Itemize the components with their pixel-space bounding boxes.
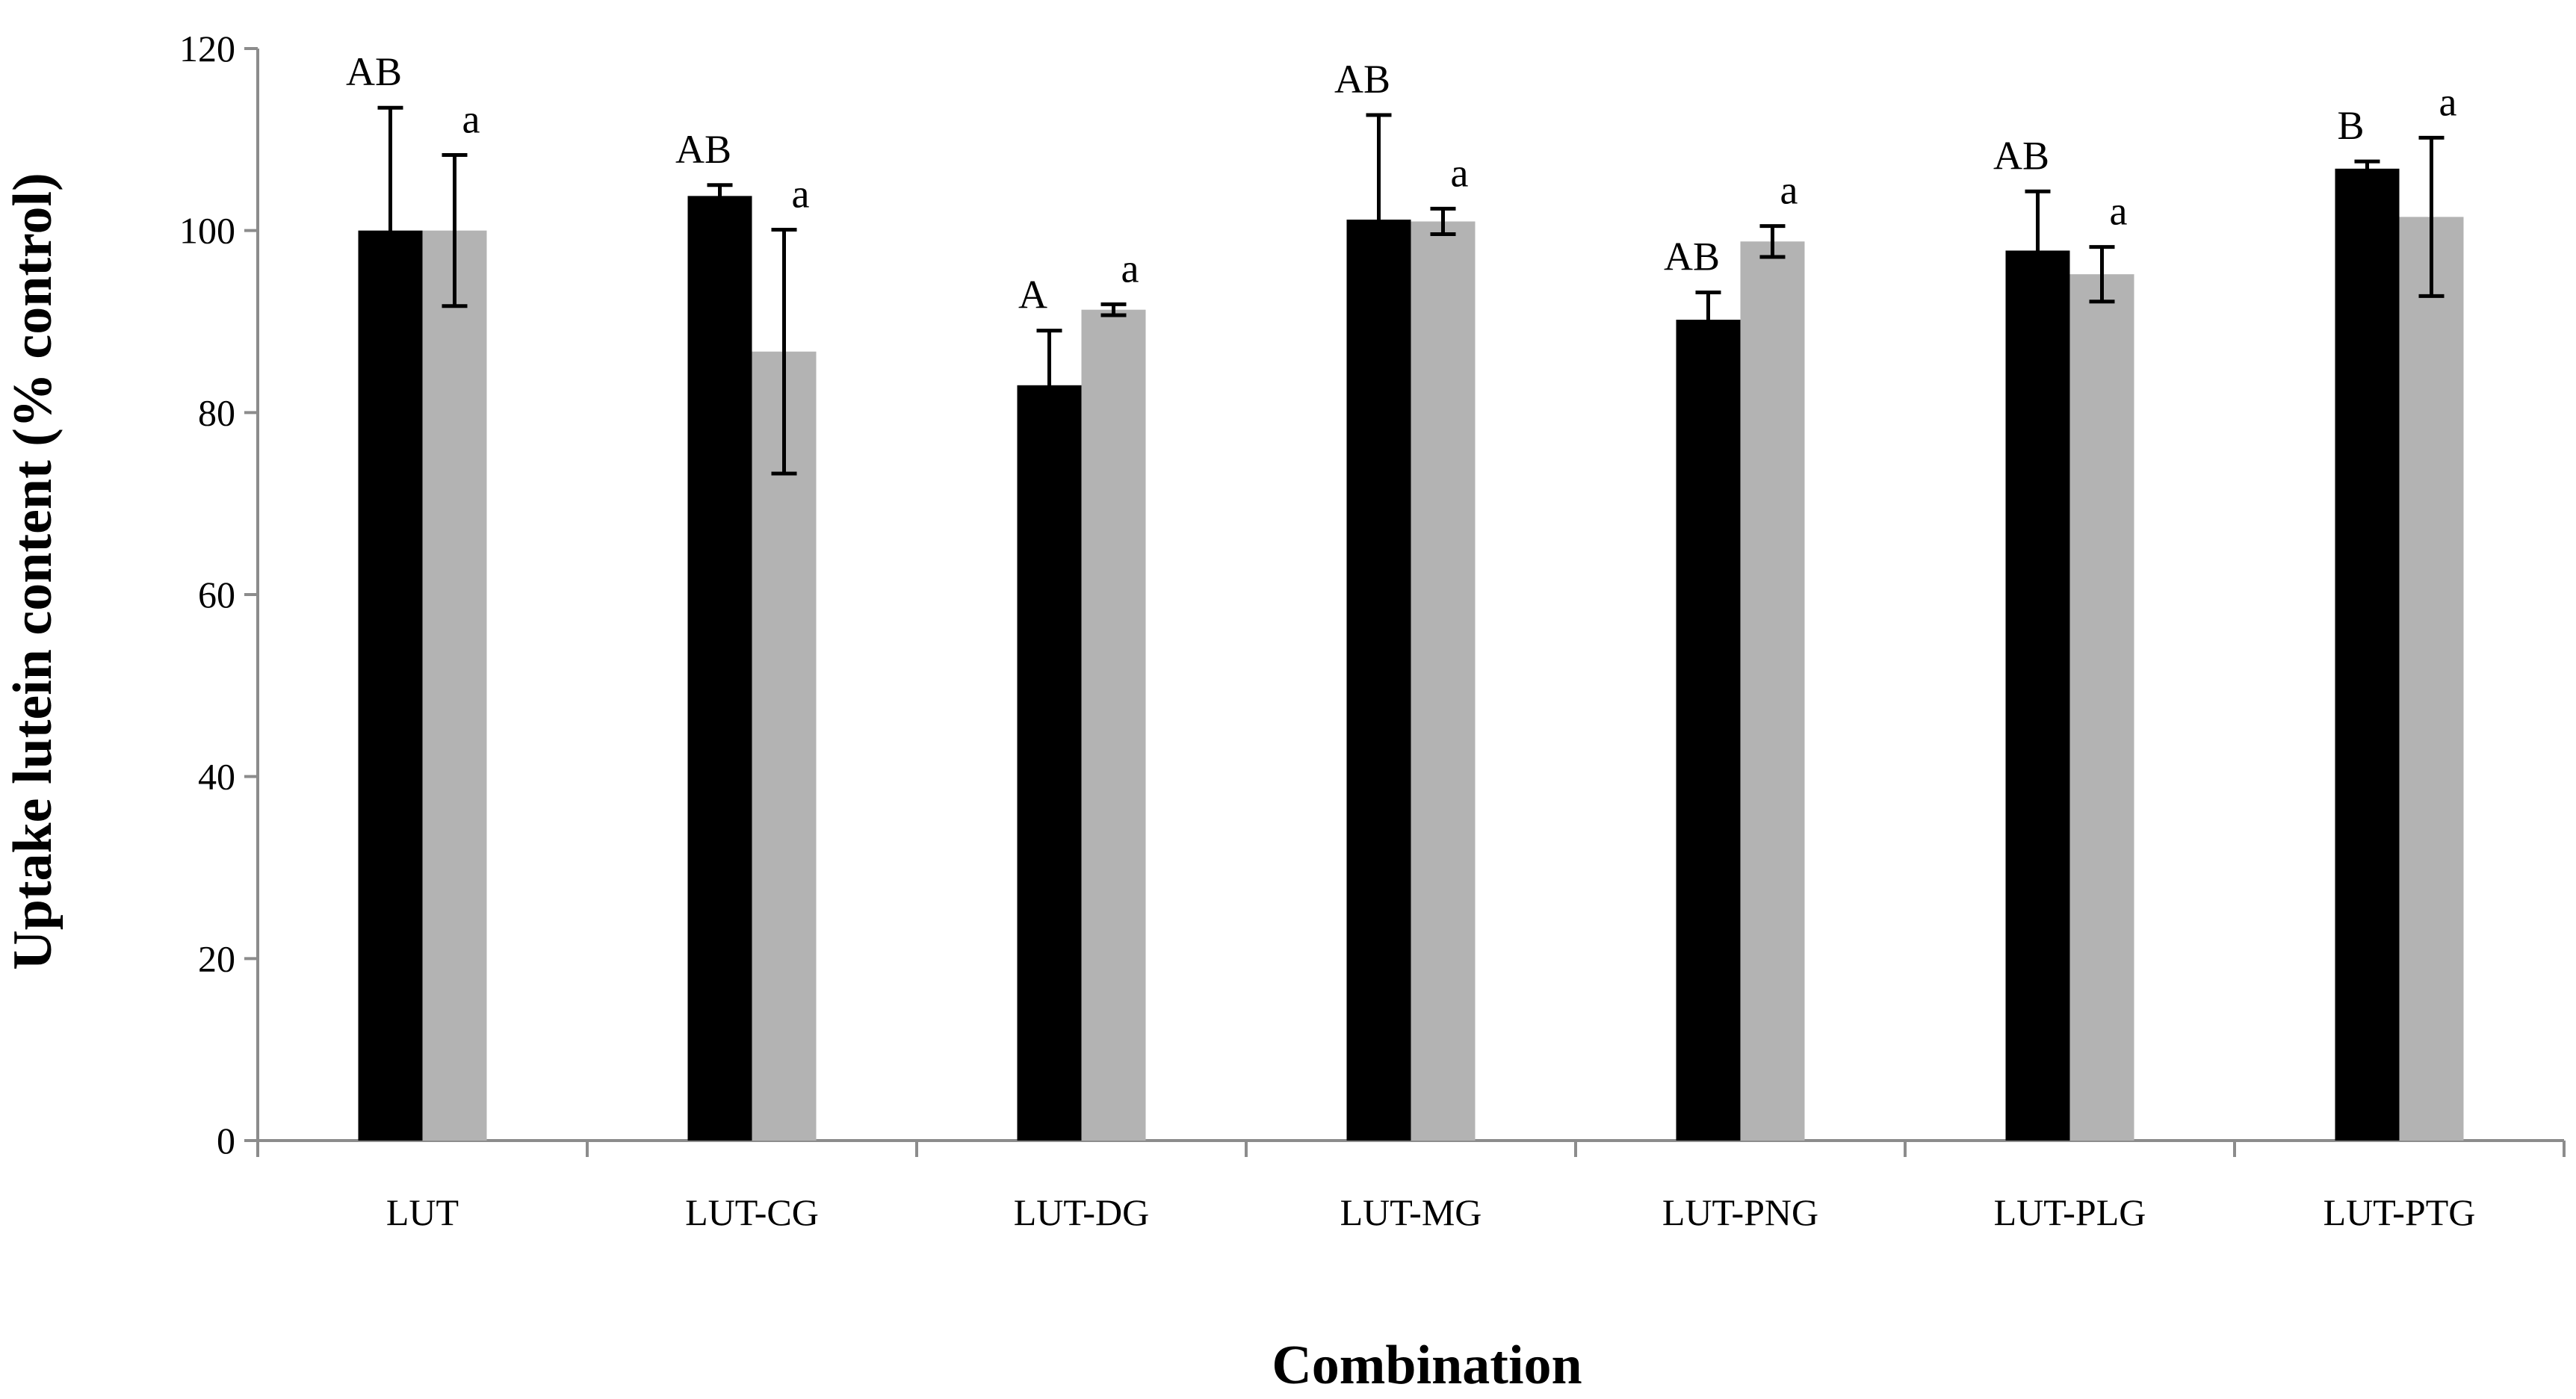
bar-1: [687, 196, 752, 1141]
bar-2: [2399, 217, 2464, 1141]
y-tick-label: 20: [198, 937, 235, 979]
y-axis-title: Uptake lutein content (% control): [2, 173, 64, 970]
error-bars: [377, 105, 2445, 476]
significance-label: B: [2337, 103, 2364, 148]
bars: [358, 168, 2464, 1141]
x-axis-title: Combination: [1272, 1335, 1582, 1396]
y-tick-label: 60: [198, 574, 235, 615]
significance-label: a: [1451, 150, 1469, 195]
y-tick-label: 40: [198, 756, 235, 798]
significance-label: AB: [346, 49, 402, 94]
significance-label: a: [1121, 246, 1139, 291]
bar-1: [2005, 250, 2070, 1141]
significance-label: A: [1018, 273, 1047, 317]
bar-1: [1346, 220, 1411, 1141]
bar-1: [1017, 385, 1082, 1141]
bar-1: [358, 230, 423, 1141]
x-tick-label: LUT: [386, 1191, 459, 1233]
bar-1: [2335, 168, 2400, 1141]
significance-label: AB: [1664, 235, 1720, 279]
y-tick-label: 0: [217, 1120, 235, 1161]
significance-label: AB: [1993, 133, 2049, 178]
bar-2: [422, 230, 487, 1141]
axes: 0 20 40 60 80 100 120 LUT LUT-CG LUT-DG LUT-MG LUT-…: [179, 28, 2566, 1233]
x-tick-label: LUT-MG: [1340, 1191, 1482, 1233]
x-tick-label: LUT-CG: [685, 1191, 819, 1233]
bar-2: [1081, 309, 1146, 1141]
bar-2: [752, 351, 817, 1141]
significance-label: AB: [675, 127, 731, 172]
significance-label: a: [2439, 79, 2457, 124]
significance-label: a: [462, 97, 480, 142]
bar-2: [2069, 274, 2134, 1141]
y-tick-label: 100: [179, 210, 235, 252]
significance-label: a: [1780, 168, 1798, 213]
x-tick-label: LUT-DG: [1014, 1191, 1149, 1233]
y-tick-label: 120: [179, 28, 235, 69]
bar-2: [1411, 221, 1476, 1141]
significance-label: a: [792, 171, 810, 216]
y-tick-label: 80: [198, 391, 235, 433]
significance-label: a: [2110, 189, 2128, 234]
significance-labels: AB AB A AB AB AB Ba a a a a a a: [346, 49, 2457, 317]
x-tick-label: LUT-PTG: [2323, 1191, 2476, 1233]
significance-label: AB: [1334, 57, 1390, 102]
bar-1: [1676, 320, 1741, 1141]
x-tick-label: LUT-PLG: [1994, 1191, 2146, 1233]
bar-2: [1740, 241, 1805, 1141]
x-tick-label: LUT-PNG: [1662, 1191, 1818, 1233]
